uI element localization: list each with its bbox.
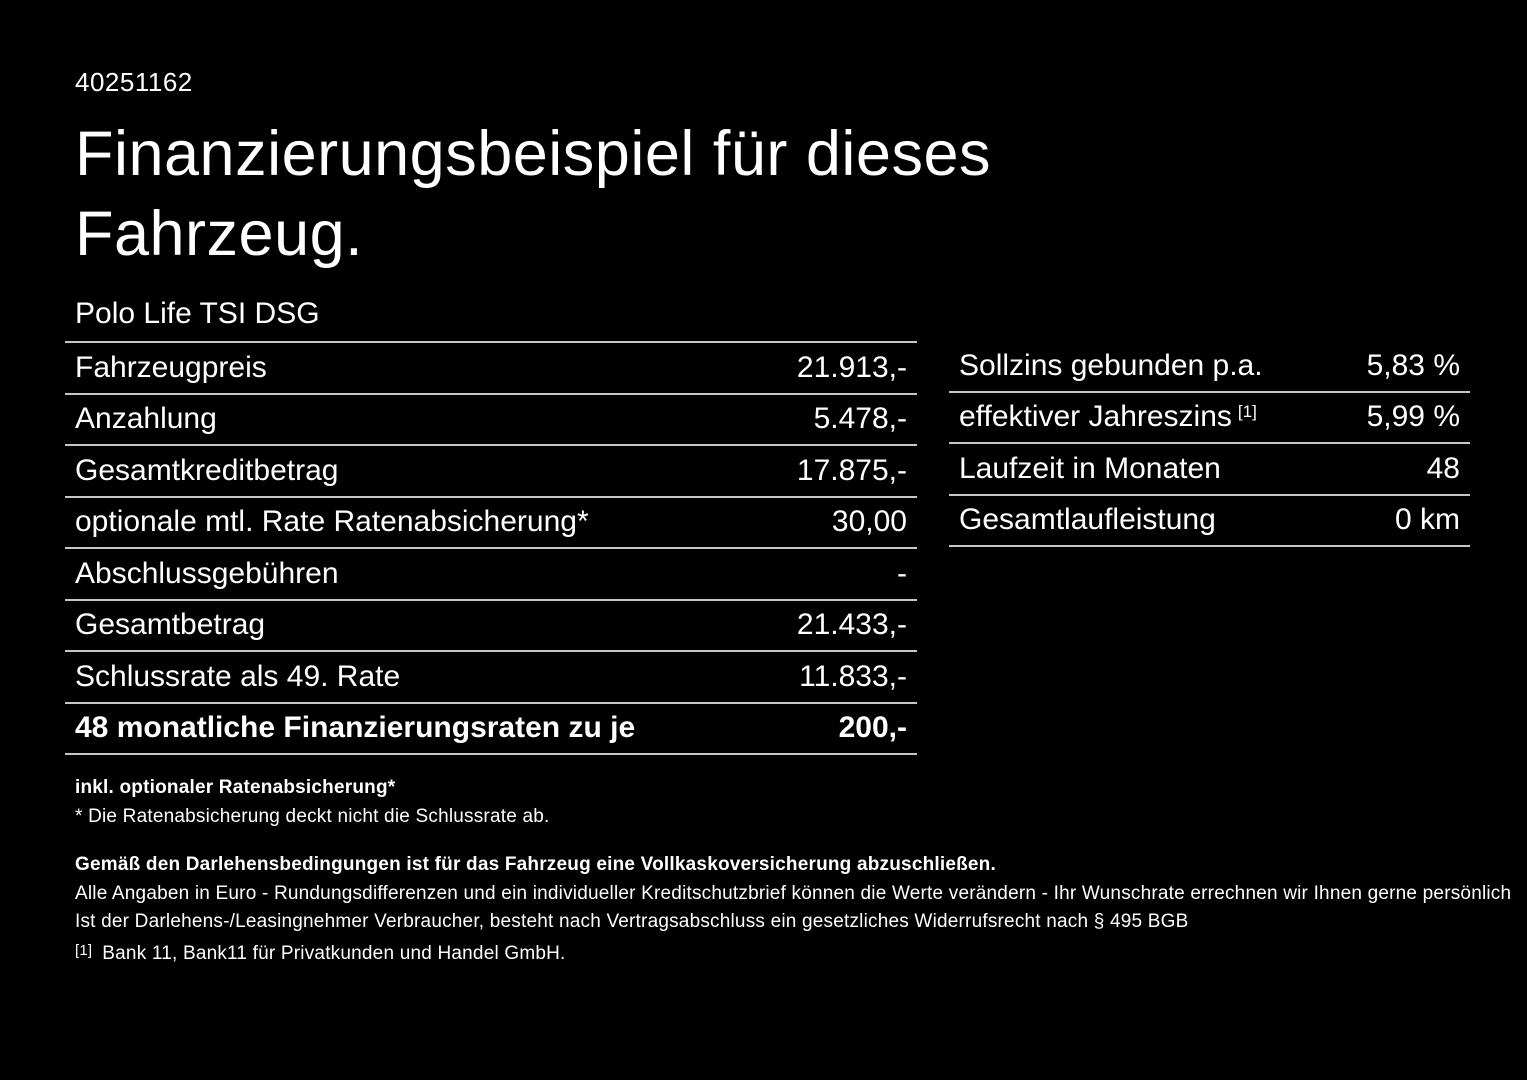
table-row-sollzins: Sollzins gebunden p.a. 5,83 % bbox=[949, 341, 1470, 393]
table-row-fahrzeugpreis: Fahrzeugpreis 21.913,- bbox=[65, 343, 917, 395]
row-value: 21.913,- bbox=[796, 350, 907, 384]
row-label: Gesamtlaufleistung bbox=[959, 503, 1216, 537]
note-bank-reference: [1] Bank 11, Bank11 für Privatkunden und … bbox=[75, 942, 566, 965]
row-value: 0 km bbox=[1394, 503, 1460, 537]
table-row-anzahlung: Anzahlung 5.478,- bbox=[65, 395, 917, 446]
table-row-abschlussgebuehren: Abschlussgebühren - bbox=[65, 549, 917, 601]
row-value: 11.833,- bbox=[799, 659, 907, 693]
row-label: Anzahlung bbox=[75, 402, 217, 436]
row-label: optionale mtl. Rate Ratenabsicherung* bbox=[75, 505, 589, 539]
row-label: Gesamtkreditbetrag bbox=[75, 453, 339, 487]
row-label: Schlussrate als 49. Rate bbox=[75, 659, 401, 693]
footnote-marker: [1] bbox=[75, 942, 93, 959]
table-row-monatsrate: 48 monatliche Finanzierungsraten zu je 2… bbox=[65, 704, 917, 755]
table-row-ratenabsicherung: optionale mtl. Rate Ratenabsicherung* 30… bbox=[65, 498, 917, 549]
bank-reference-text: Bank 11, Bank11 für Privatkunden und Han… bbox=[102, 943, 566, 964]
note-disclaimer-2: Ist der Darlehens-/Leasingnehmer Verbrau… bbox=[75, 911, 1189, 932]
table-row-laufzeit: Laufzeit in Monaten 48 bbox=[949, 444, 1470, 496]
row-label: Gesamtbetrag bbox=[75, 608, 266, 642]
table-row-effektivzins: effektiver Jahreszins [1] 5,99 % bbox=[949, 393, 1470, 444]
row-label: Laufzeit in Monaten bbox=[959, 451, 1221, 485]
note-insurance-requirement: Gemäß den Darlehensbedingungen ist für d… bbox=[75, 854, 996, 875]
note-rate-protection-title: inkl. optionaler Ratenabsicherung* bbox=[75, 777, 396, 798]
table-row-schlussrate: Schlussrate als 49. Rate 11.833,- bbox=[65, 652, 917, 704]
row-value: 200,- bbox=[838, 711, 907, 745]
row-label: 48 monatliche Finanzierungsraten zu je bbox=[75, 711, 636, 745]
page-title: Finanzierungsbeispiel für dieses Fahrzeug… bbox=[75, 114, 991, 274]
row-value: 5,99 % bbox=[1366, 400, 1460, 434]
row-value: 48 bbox=[1426, 451, 1460, 485]
table-row-gesamtlaufleistung: Gesamtlaufleistung 0 km bbox=[949, 496, 1470, 547]
note-disclaimer-1: Alle Angaben in Euro - Rundungsdifferenz… bbox=[75, 883, 1512, 904]
row-value: 5.478,- bbox=[813, 402, 907, 436]
vehicle-id: 40251162 bbox=[75, 67, 193, 97]
note-rate-protection: * Die Ratenabsicherung deckt nicht die S… bbox=[75, 806, 550, 827]
page-title-line1: Finanzierungsbeispiel für dieses bbox=[75, 119, 991, 189]
table-row-gesamtbetrag: Gesamtbetrag 21.433,- bbox=[65, 601, 917, 652]
financing-table-right: Sollzins gebunden p.a. 5,83 % effektiver… bbox=[949, 341, 1470, 547]
row-label: effektiver Jahreszins [1] bbox=[959, 400, 1257, 434]
row-label: Abschlussgebühren bbox=[75, 556, 339, 590]
financing-table-left: Fahrzeugpreis 21.913,- Anzahlung 5.478,-… bbox=[65, 341, 917, 755]
row-value: 5,83 % bbox=[1366, 348, 1460, 382]
row-value: 21.433,- bbox=[796, 608, 907, 642]
vehicle-model: Polo Life TSI DSG bbox=[75, 297, 320, 330]
row-value: 17.875,- bbox=[796, 453, 907, 487]
footnote-marker: [1] bbox=[1237, 402, 1257, 422]
row-label: Sollzins gebunden p.a. bbox=[959, 348, 1263, 382]
page-title-line2: Fahrzeug. bbox=[75, 199, 364, 269]
table-row-gesamtkreditbetrag: Gesamtkreditbetrag 17.875,- bbox=[65, 446, 917, 498]
row-value: 30,00 bbox=[831, 505, 907, 539]
row-value: - bbox=[897, 556, 907, 590]
row-label: Fahrzeugpreis bbox=[75, 350, 267, 384]
